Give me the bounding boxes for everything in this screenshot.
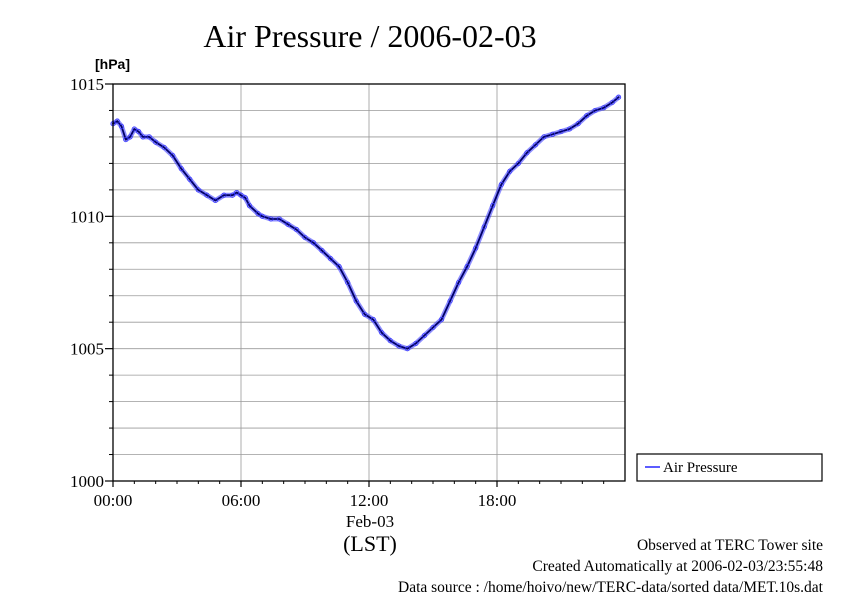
x-axis: 00:00 06:00 12:00 18:00 xyxy=(94,481,605,510)
data-point xyxy=(609,99,615,106)
legend-label: Air Pressure xyxy=(663,460,738,476)
data-point xyxy=(242,195,248,201)
data-point xyxy=(195,187,201,193)
legend: Air Pressure xyxy=(636,453,823,482)
x-tick-label: 06:00 xyxy=(222,491,261,510)
data-point xyxy=(336,264,342,270)
data-point xyxy=(212,197,218,204)
data-point xyxy=(616,94,622,100)
data-point xyxy=(541,134,547,140)
data-point xyxy=(268,216,274,222)
data-point xyxy=(601,105,607,111)
data-point xyxy=(515,160,521,166)
footer-created-timestamp: Created Automatically at 2006-02-03/23:5… xyxy=(532,558,823,575)
data-point xyxy=(161,144,167,151)
y-axis: 1000 1005 1010 1015 xyxy=(70,75,113,491)
x-tick-label: 00:00 xyxy=(94,491,133,510)
data-point xyxy=(532,142,538,148)
data-point xyxy=(345,279,351,286)
series-line-air-pressure xyxy=(112,96,620,350)
data-point xyxy=(310,240,317,246)
data-point xyxy=(259,213,265,219)
data-point xyxy=(566,126,573,132)
chart-title: Air Pressure / 2006-02-03 xyxy=(203,18,536,54)
data-point xyxy=(430,324,436,331)
y-tick-label: 1015 xyxy=(70,75,104,94)
data-point xyxy=(140,134,146,140)
data-point xyxy=(481,224,487,230)
data-point xyxy=(285,221,291,227)
data-point xyxy=(438,317,445,323)
data-point xyxy=(353,298,359,304)
data-point xyxy=(127,134,133,140)
data-point xyxy=(558,129,564,135)
data-point xyxy=(464,264,470,270)
footer-observed-site: Observed at TERC Tower site xyxy=(637,537,823,554)
x-axis-date-label: Feb-03 xyxy=(346,512,394,531)
data-point xyxy=(238,192,244,198)
data-point xyxy=(490,203,496,209)
x-tick-label: 18:00 xyxy=(478,491,517,510)
data-point xyxy=(146,134,152,140)
data-point xyxy=(170,152,176,159)
data-point xyxy=(549,131,556,137)
data-point xyxy=(507,168,513,174)
y-tick-label: 1000 xyxy=(70,472,104,491)
data-point xyxy=(319,248,325,254)
data-point xyxy=(592,107,598,114)
data-point xyxy=(123,137,129,143)
data-point xyxy=(370,317,376,323)
data-point xyxy=(362,311,368,317)
data-point xyxy=(246,203,253,209)
legend-box xyxy=(636,453,823,482)
data-point xyxy=(421,332,428,338)
data-point xyxy=(229,192,236,198)
data-point xyxy=(473,245,479,251)
data-point xyxy=(447,298,453,304)
data-point xyxy=(396,343,402,349)
data-point xyxy=(498,182,504,188)
data-point xyxy=(234,189,240,196)
data-point xyxy=(524,150,530,156)
plot-area-frame xyxy=(112,83,626,482)
data-point xyxy=(131,126,137,132)
data-point xyxy=(293,227,300,233)
data-point xyxy=(118,123,125,129)
data-point xyxy=(114,118,120,124)
data-point xyxy=(328,256,334,262)
data-point xyxy=(413,340,419,346)
grid-lines xyxy=(113,84,625,481)
data-point xyxy=(379,330,385,336)
data-point xyxy=(456,279,462,286)
data-point xyxy=(255,211,261,217)
data-point xyxy=(136,129,142,135)
data-point xyxy=(302,234,308,241)
data-point xyxy=(221,192,227,198)
data-point xyxy=(404,346,410,352)
y-tick-label: 1005 xyxy=(70,340,104,359)
series-group xyxy=(110,94,622,352)
footer-data-source: Data source : /home/hoivo/new/TERC-data/… xyxy=(398,579,824,595)
data-point xyxy=(204,192,210,198)
y-tick-label: 1010 xyxy=(70,207,104,226)
data-point xyxy=(575,121,581,127)
data-point xyxy=(584,113,590,119)
data-point xyxy=(276,216,282,222)
data-point xyxy=(387,338,393,344)
x-tick-label: 12:00 xyxy=(350,491,389,510)
data-point xyxy=(178,166,184,172)
x-axis-title: (LST) xyxy=(343,531,397,556)
y-axis-unit-label: [hPa] xyxy=(95,56,130,72)
data-point xyxy=(187,176,193,182)
data-point xyxy=(153,139,159,145)
